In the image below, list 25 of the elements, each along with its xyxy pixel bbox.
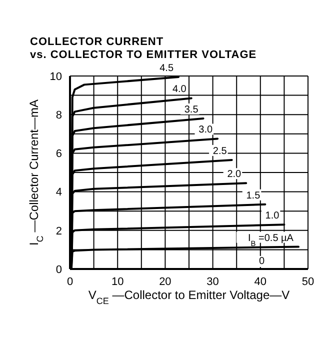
series-label: 1.0: [265, 210, 280, 222]
x-tick-label: 50: [302, 276, 314, 288]
x-axis-title: V$_{CE}$—Collector to Emitter Voltage—V: [88, 288, 290, 306]
series-label: 3.5: [184, 104, 199, 116]
y-tick-label: 0: [56, 264, 62, 276]
chart-subtitle: vs. COLLECTOR TO EMITTER VOLTAGE: [30, 49, 257, 62]
series-label: 1.5: [246, 190, 261, 202]
y-tick-label: 10: [50, 70, 62, 83]
annotation: 0: [258, 256, 266, 267]
y-tick-label: 4: [56, 186, 62, 199]
x-tick-label: 30: [206, 276, 219, 288]
series-label: 4.5: [160, 62, 174, 74]
chart-title: COLLECTOR CURRENT: [30, 36, 165, 49]
y-tick-label: 8: [56, 110, 62, 122]
x-tick-label: 20: [159, 276, 172, 288]
series-label: I$_{B}$=0.5 µA: [248, 232, 294, 248]
x-tick-label: 40: [254, 276, 267, 288]
x-tick-label: 0: [66, 276, 74, 288]
x-tick-label: 10: [111, 276, 124, 288]
series-label: 4.0: [172, 84, 187, 96]
series-label: 3.0: [198, 124, 213, 136]
series-label: 2.0: [227, 169, 242, 180]
y-tick-label: 2: [56, 225, 62, 238]
y-tick-label: 6: [56, 148, 62, 160]
series-label: 2.5: [212, 146, 228, 157]
